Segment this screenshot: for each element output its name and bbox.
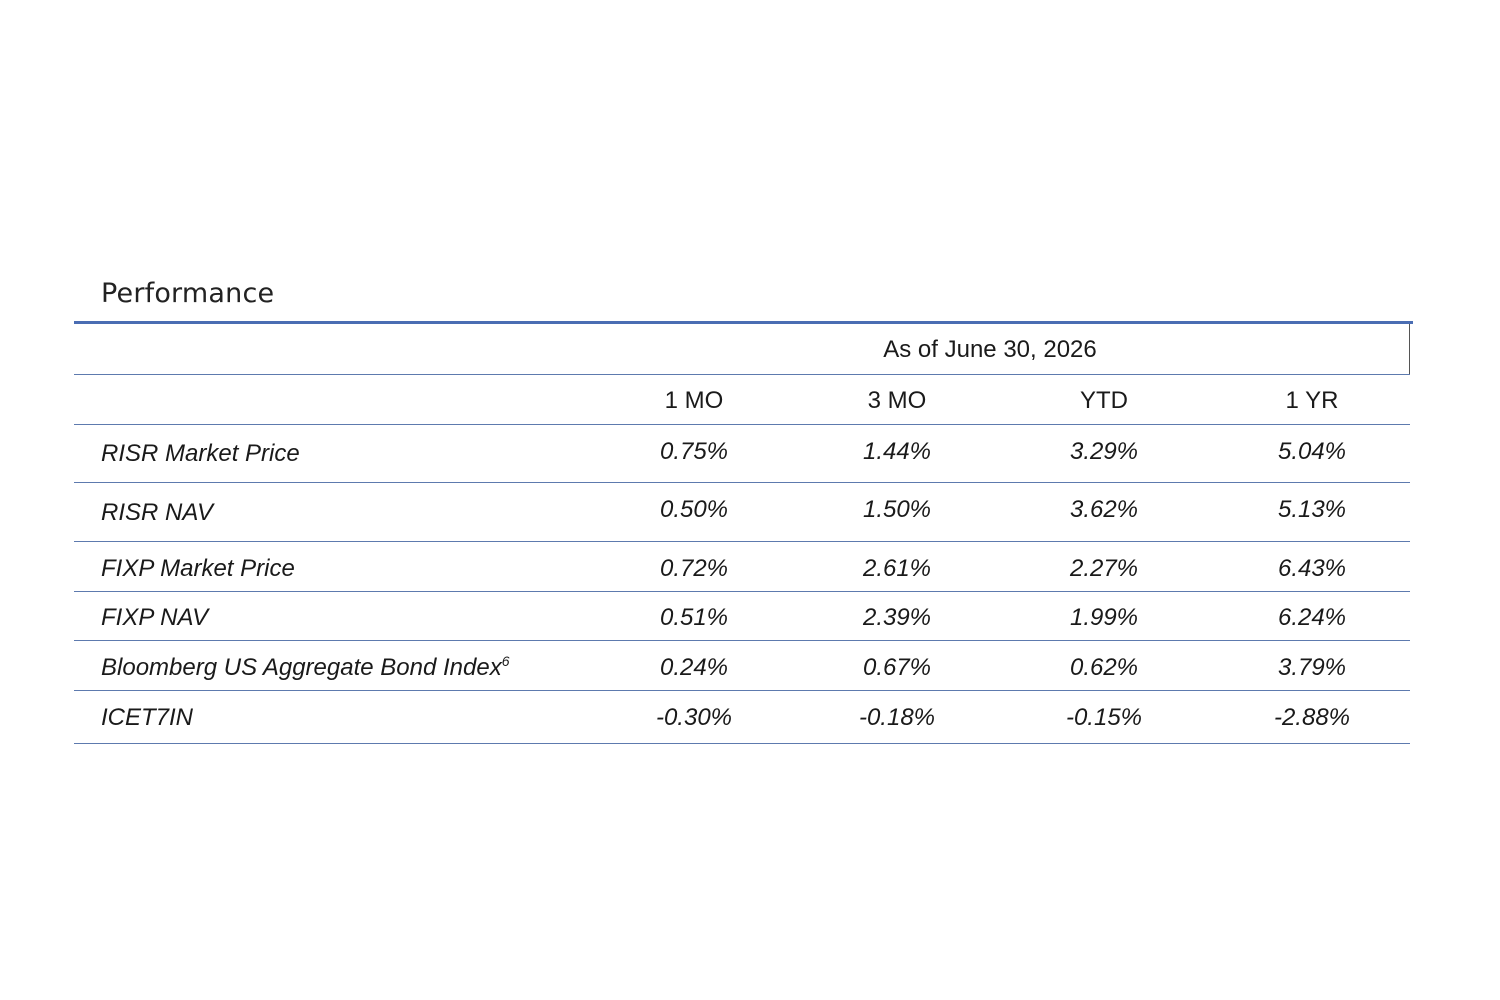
cell-value: 3.62%	[1069, 496, 1139, 523]
row-label: FIXP NAV	[101, 604, 209, 631]
cell-value: 0.50%	[659, 496, 729, 523]
divider-line	[74, 482, 1410, 483]
row-label-text: Bloomberg US Aggregate Bond Index	[101, 654, 502, 681]
column-header-3mo: 3 MO	[867, 387, 927, 414]
cell-value: 5.13%	[1277, 496, 1347, 523]
row-label: FIXP Market Price	[101, 555, 295, 582]
top-rule	[74, 321, 1413, 324]
row-label: RISR NAV	[101, 499, 214, 526]
divider-line	[74, 541, 1410, 542]
section-title: Performance	[101, 278, 275, 309]
divider-line	[74, 374, 1410, 375]
column-header-1mo: 1 MO	[664, 387, 724, 414]
row-label: Bloomberg US Aggregate Bond Index6	[101, 654, 510, 682]
divider-line	[74, 743, 1410, 744]
cell-value: 2.39%	[862, 604, 932, 631]
cell-value: 0.75%	[659, 438, 729, 465]
row-label: RISR Market Price	[101, 440, 300, 467]
cell-value: 6.43%	[1277, 555, 1347, 582]
divider-line	[74, 424, 1410, 425]
cell-value: 0.67%	[862, 654, 932, 681]
cell-value: 1.44%	[862, 438, 932, 465]
cell-value: 3.29%	[1069, 438, 1139, 465]
footnote-marker: 6	[501, 653, 510, 669]
row-label: ICET7IN	[101, 704, 194, 731]
cell-value: -0.30%	[655, 704, 733, 731]
cell-value: 1.99%	[1069, 604, 1139, 631]
header-right-border	[1409, 324, 1410, 375]
cell-value: 6.24%	[1277, 604, 1347, 631]
column-header-ytd: YTD	[1080, 387, 1128, 414]
cell-value: -0.18%	[858, 704, 936, 731]
divider-line	[74, 591, 1410, 592]
cell-value: -0.15%	[1065, 704, 1143, 731]
column-header-1yr: 1 YR	[1285, 387, 1339, 414]
cell-value: 3.79%	[1277, 654, 1347, 681]
divider-line	[74, 690, 1410, 691]
cell-value: -2.88%	[1273, 704, 1351, 731]
as-of-date: As of June 30, 2026	[883, 336, 1097, 363]
cell-value: 0.51%	[659, 604, 729, 631]
cell-value: 2.61%	[862, 555, 932, 582]
cell-value: 2.27%	[1069, 555, 1139, 582]
cell-value: 0.62%	[1069, 654, 1139, 681]
cell-value: 1.50%	[862, 496, 932, 523]
divider-line	[74, 640, 1410, 641]
cell-value: 5.04%	[1277, 438, 1347, 465]
cell-value: 0.24%	[659, 654, 729, 681]
cell-value: 0.72%	[659, 555, 729, 582]
